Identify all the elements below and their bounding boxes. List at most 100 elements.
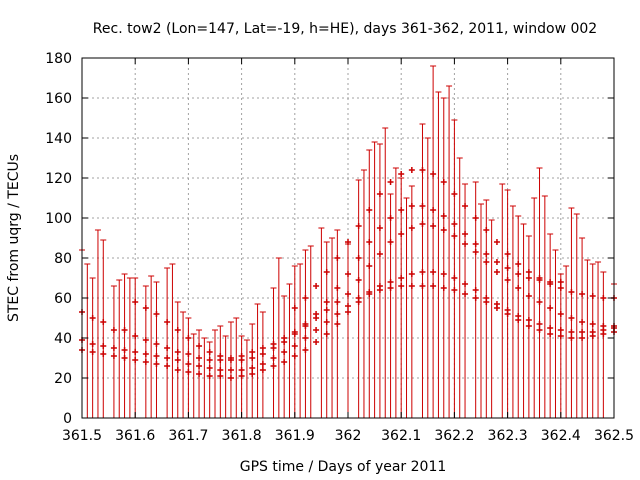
- data-point: [270, 345, 277, 351]
- data-point: [366, 239, 373, 245]
- data-point: [89, 349, 96, 355]
- data-point: [217, 367, 224, 373]
- data-point: [504, 251, 511, 257]
- data-point: [227, 375, 234, 381]
- data-point: [355, 299, 362, 305]
- data-point: [408, 225, 415, 231]
- data-point: [579, 319, 586, 325]
- data-point: [462, 281, 469, 287]
- data-point: [259, 345, 266, 351]
- y-tick-label: 0: [63, 411, 72, 427]
- data-point: [451, 221, 458, 227]
- data-point: [100, 319, 107, 325]
- data-point: [376, 251, 383, 257]
- data-point: [110, 327, 117, 333]
- data-point: [419, 221, 426, 227]
- data-point: [462, 241, 469, 247]
- data-point: [132, 357, 139, 363]
- y-tick-label: 80: [54, 251, 72, 267]
- data-point: [323, 307, 330, 313]
- x-tick-label: 361.8: [222, 428, 262, 444]
- data-point: [345, 239, 351, 245]
- data-point: [185, 335, 192, 341]
- data-point: [472, 249, 479, 255]
- data-point: [366, 291, 373, 297]
- data-point: [206, 365, 213, 371]
- data-point: [196, 343, 203, 349]
- data-point: [345, 271, 351, 277]
- data-point: [334, 255, 341, 261]
- data-point: [515, 271, 522, 277]
- data-point: [525, 317, 532, 323]
- data-point: [281, 359, 288, 365]
- data-point: [196, 355, 203, 361]
- data-point: [398, 207, 405, 213]
- data-point: [121, 347, 128, 353]
- y-tick-label: 120: [45, 171, 72, 187]
- data-point: [440, 179, 447, 185]
- data-point: [589, 333, 596, 339]
- data-point: [600, 331, 607, 337]
- data-point: [547, 331, 554, 337]
- data-point: [387, 179, 394, 185]
- x-tick-label: 361.9: [275, 428, 315, 444]
- data-point: [536, 321, 543, 327]
- data-point: [536, 299, 543, 305]
- data-point: [132, 333, 139, 339]
- data-point: [366, 207, 373, 213]
- data-point: [547, 305, 554, 311]
- data-point: [302, 347, 309, 353]
- data-point: [398, 171, 405, 177]
- data-point: [600, 295, 607, 301]
- data-point: [462, 231, 469, 237]
- data-point: [334, 285, 341, 291]
- data-point: [313, 327, 320, 333]
- data-point: [568, 315, 575, 321]
- data-point: [164, 345, 171, 351]
- data-point: [440, 271, 447, 277]
- data-point: [589, 293, 596, 299]
- data-point: [451, 191, 458, 197]
- x-tick-label: 362.4: [541, 428, 581, 444]
- data-point: [504, 311, 511, 317]
- data-point: [238, 373, 245, 379]
- data-point: [579, 329, 586, 335]
- x-tick-label: 362.2: [434, 428, 474, 444]
- data-point: [440, 213, 447, 219]
- data-point: [206, 349, 213, 355]
- data-point: [419, 203, 426, 209]
- data-point: [291, 343, 298, 349]
- data-point: [568, 289, 575, 295]
- data-point: [451, 287, 458, 293]
- data-point: [557, 279, 564, 285]
- data-point: [174, 349, 181, 355]
- data-point: [259, 367, 266, 373]
- data-point: [525, 275, 532, 281]
- data-point: [345, 303, 351, 309]
- data-point: [302, 335, 309, 341]
- data-point: [472, 287, 479, 293]
- data-point: [238, 367, 245, 373]
- data-point: [515, 285, 522, 291]
- data-point: [462, 291, 469, 297]
- data-point: [196, 363, 203, 369]
- data-point: [100, 351, 107, 357]
- data-point: [440, 285, 447, 291]
- data-point: [547, 325, 554, 331]
- data-point: [376, 287, 383, 293]
- data-point: [142, 337, 149, 343]
- data-point: [547, 281, 554, 287]
- data-point: [419, 167, 426, 173]
- data-point: [196, 371, 203, 377]
- data-point: [110, 353, 117, 359]
- data-point: [483, 299, 490, 305]
- data-point: [355, 223, 362, 229]
- data-point: [185, 351, 192, 357]
- data-point: [387, 215, 394, 221]
- data-point: [345, 291, 351, 297]
- data-point: [345, 309, 351, 315]
- x-tick-label: 361.6: [115, 428, 155, 444]
- data-point: [100, 343, 107, 349]
- data-point: [440, 227, 447, 233]
